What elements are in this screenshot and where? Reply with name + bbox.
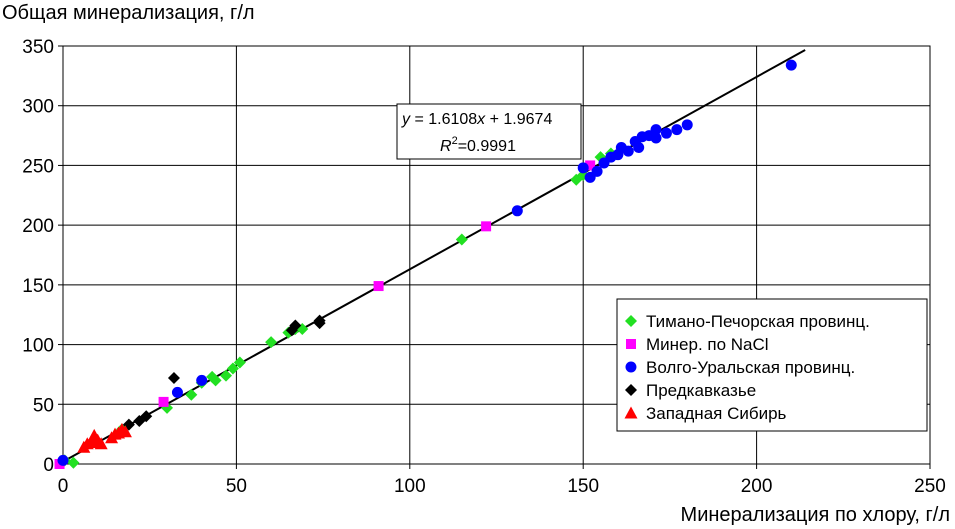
r2-sup: 2 (452, 135, 458, 147)
data-point (511, 205, 523, 217)
legend-marker (625, 361, 637, 373)
x-tick-label: 50 (226, 476, 247, 497)
trend-equation-frame (396, 103, 582, 160)
data-point (209, 374, 222, 387)
x-tick-label: 0 (58, 476, 69, 497)
y-tick-label: 100 (22, 336, 54, 357)
data-point (650, 124, 662, 136)
data-point (233, 356, 246, 369)
data-point (681, 119, 693, 131)
trend-equation: y = 1.6108x + 1.9674 (401, 111, 552, 128)
data-point (196, 374, 208, 386)
data-point (585, 160, 596, 171)
data-point (140, 410, 153, 423)
y-tick-label: 150 (22, 276, 54, 297)
legend-marker (626, 339, 636, 349)
data-point (158, 396, 169, 407)
trend-line (62, 49, 806, 463)
eq-x: x (476, 111, 486, 128)
plot-frame (62, 45, 931, 465)
data-point (171, 386, 183, 398)
data-point (577, 162, 589, 174)
data-point (481, 221, 492, 232)
data-point (167, 372, 180, 385)
legend: Тимано-Печорская провинц. Минер. по NaCl В… (616, 298, 928, 432)
legend-marker (625, 315, 637, 327)
x-tick-label: 100 (394, 476, 426, 497)
data-point (265, 336, 278, 349)
y-tick-label: 250 (22, 156, 54, 177)
eq-intercept: + 1.9674 (485, 111, 552, 128)
data-point (660, 127, 672, 139)
data-point (622, 145, 634, 157)
eq-y: y (401, 111, 411, 128)
eq-slope: = 1.6108 (410, 111, 477, 128)
data-points (54, 59, 797, 469)
data-point (289, 319, 302, 332)
x-tick-label: 250 (914, 476, 946, 497)
data-point (67, 456, 80, 469)
y-tick-label: 300 (22, 97, 54, 118)
data-point (185, 388, 198, 401)
data-point (455, 233, 468, 246)
data-point (785, 59, 797, 71)
trend-r2: R2=0.9991 (440, 135, 516, 155)
legend-label: Минер. по NaCl (646, 335, 769, 354)
data-point (57, 454, 69, 466)
y-ticks: 0 50 100 150 200 250 300 350 (22, 37, 63, 476)
data-point (118, 425, 132, 438)
legend-marker (625, 384, 637, 396)
data-point (591, 165, 603, 177)
x-tick-label: 200 (741, 476, 773, 497)
r2-value: =0.9991 (458, 138, 516, 155)
data-point (373, 281, 384, 292)
data-point (94, 437, 108, 450)
trend-equation-box: y = 1.6108x + 1.9674 R2=0.9991 (396, 103, 582, 160)
y-tick-label: 350 (22, 37, 54, 58)
data-point (219, 369, 232, 382)
legend-label: Предкавказье (646, 381, 756, 400)
data-point (633, 142, 645, 154)
legend-label: Западная Сибирь (646, 404, 787, 423)
legend-frame (616, 298, 928, 432)
y-tick-label: 200 (22, 216, 54, 237)
data-point (650, 132, 662, 144)
data-point (671, 124, 683, 136)
trend-line-group (62, 49, 806, 463)
r2-r: R (440, 138, 452, 155)
data-point (226, 362, 239, 375)
x-ticks: 0 50 100 150 200 250 (58, 464, 946, 497)
y-tick-label: 50 (33, 395, 54, 416)
y-tick-label: 0 (43, 455, 54, 476)
legend-label: Тимано-Печорская провинц. (646, 312, 870, 331)
x-tick-label: 150 (567, 476, 599, 497)
data-point (313, 314, 326, 327)
legend-label: Волго-Уральская провинц. (646, 358, 855, 377)
legend-marker (624, 406, 638, 419)
x-axis-title: Минерализация по хлору, г/л (681, 504, 950, 526)
y-axis-title: Общая минерализация, г/л (2, 2, 255, 24)
